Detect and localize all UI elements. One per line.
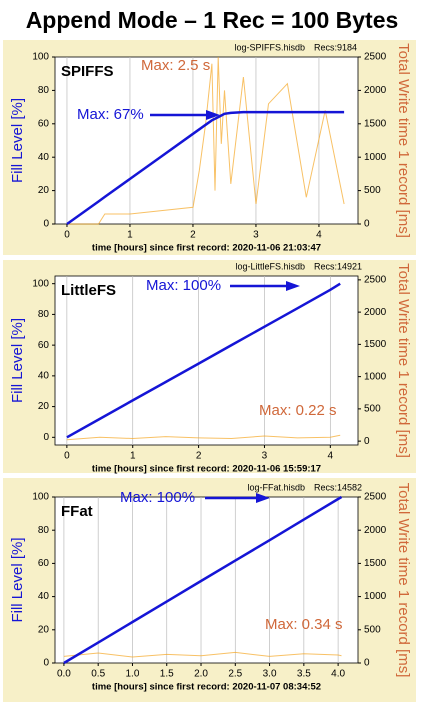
arrow-head	[256, 493, 270, 503]
x-axis-label: time [hours] since first record: 2020-11…	[92, 243, 321, 254]
annotation: Max: 100%	[120, 489, 195, 506]
x-tick-label: 0.0	[57, 669, 71, 680]
x-tick-label: 2	[190, 230, 196, 241]
y2-tick-label: 1000	[364, 371, 387, 382]
y-tick-label: 80	[38, 525, 50, 536]
annotation: Max: 0.22 s	[259, 402, 337, 419]
arrow-head	[286, 281, 300, 291]
y2-tick-label: 2500	[364, 275, 387, 286]
x-tick-label: 3	[262, 451, 268, 462]
write-time-line	[67, 56, 345, 225]
y2-tick-label: 2500	[364, 52, 387, 63]
y-tick-label: 0	[43, 432, 49, 443]
x-tick-label: 2	[196, 451, 202, 462]
x-tick-label: 1	[130, 451, 136, 462]
annotation: Max: 2.5 s	[141, 57, 210, 74]
fill-level-line	[66, 110, 345, 226]
y-tick-label: 80	[38, 85, 50, 96]
y2-tick-label: 500	[364, 404, 381, 415]
y2-tick-label: 0	[364, 436, 370, 447]
panel-label: LittleFS	[61, 282, 116, 299]
y-tick-label: 20	[38, 624, 50, 635]
y2-tick-label: 2500	[364, 492, 387, 503]
y2-tick-label: 1500	[364, 118, 387, 129]
x-tick-label: 3	[253, 230, 259, 241]
y2-tick-label: 1500	[364, 339, 387, 350]
x-tick-label: 3.5	[297, 669, 311, 680]
x-tick-label: 1.0	[126, 669, 140, 680]
recs-label: Recs:9184	[314, 42, 357, 52]
x-tick-label: 1.5	[160, 669, 174, 680]
y-tick-label: 40	[38, 152, 50, 163]
y-tick-label: 100	[32, 492, 49, 503]
y2-tick-label: 0	[364, 219, 370, 230]
x-tick-label: 0.5	[91, 669, 105, 680]
x-tick-label: 2.5	[228, 669, 242, 680]
y2-tick-label: 2000	[364, 307, 387, 318]
y-tick-label: 100	[32, 278, 49, 289]
y2-tick-label: 1500	[364, 558, 387, 569]
y-tick-label: 0	[43, 219, 49, 230]
fill-level-line	[63, 495, 343, 665]
x-axis-label: time [hours] since first record: 2020-11…	[92, 682, 321, 693]
x-tick-label: 4.0	[331, 669, 345, 680]
file-label: log-LittleFS.hisdb	[235, 261, 305, 271]
y2-axis-label: Total Write time 1 record [ms]	[395, 43, 412, 238]
y-tick-label: 60	[38, 340, 50, 351]
y2-tick-label: 2000	[364, 85, 387, 96]
y-tick-label: 40	[38, 591, 50, 602]
plot-area	[54, 496, 359, 664]
y2-tick-label: 1000	[364, 152, 387, 163]
y-tick-label: 60	[38, 118, 50, 129]
y-tick-label: 20	[38, 401, 50, 412]
write-time-line	[66, 434, 341, 441]
x-tick-label: 1	[127, 230, 133, 241]
y-tick-label: 100	[32, 52, 49, 63]
annotation: Max: 100%	[146, 277, 221, 294]
fill-level-line	[66, 282, 341, 439]
y2-tick-label: 500	[364, 185, 381, 196]
y-tick-label: 60	[38, 558, 50, 569]
y-axis-label: Fill Level [%]	[9, 537, 26, 622]
panel-label: SPIFFS	[61, 63, 114, 80]
x-axis-label: time [hours] since first record: 2020-11…	[92, 464, 321, 475]
file-label: log-FFat.hisdb	[247, 482, 305, 492]
y2-tick-label: 1000	[364, 591, 387, 602]
x-tick-label: 0	[64, 230, 70, 241]
y-tick-label: 40	[38, 371, 50, 382]
recs-label: Recs:14921	[314, 261, 362, 271]
x-tick-label: 2.0	[194, 669, 208, 680]
y2-tick-label: 0	[364, 658, 370, 669]
y2-tick-label: 2000	[364, 525, 387, 536]
x-tick-label: 3.0	[263, 669, 277, 680]
y2-tick-label: 500	[364, 624, 381, 635]
annotation: Max: 0.34 s	[265, 616, 343, 633]
y2-axis-label: Total Write time 1 record [ms]	[395, 483, 412, 678]
arrow-head	[206, 110, 220, 120]
y-tick-label: 0	[43, 658, 49, 669]
y-tick-label: 20	[38, 185, 50, 196]
panel-label: FFat	[61, 503, 93, 520]
x-tick-label: 4	[328, 451, 334, 462]
file-label: log-SPIFFS.hisdb	[234, 42, 305, 52]
annotation: Max: 67%	[77, 106, 144, 123]
y-axis-label: Fill Level [%]	[9, 318, 26, 403]
y-tick-label: 80	[38, 309, 50, 320]
figure-title: Append Mode – 1 Rec = 100 Bytes	[26, 7, 399, 33]
x-tick-label: 0	[64, 451, 70, 462]
x-tick-label: 4	[316, 230, 322, 241]
recs-label: Recs:14582	[314, 482, 362, 492]
y2-axis-label: Total Write time 1 record [ms]	[395, 263, 412, 458]
write-time-line	[63, 651, 342, 658]
y-axis-label: Fill Level [%]	[9, 98, 26, 183]
